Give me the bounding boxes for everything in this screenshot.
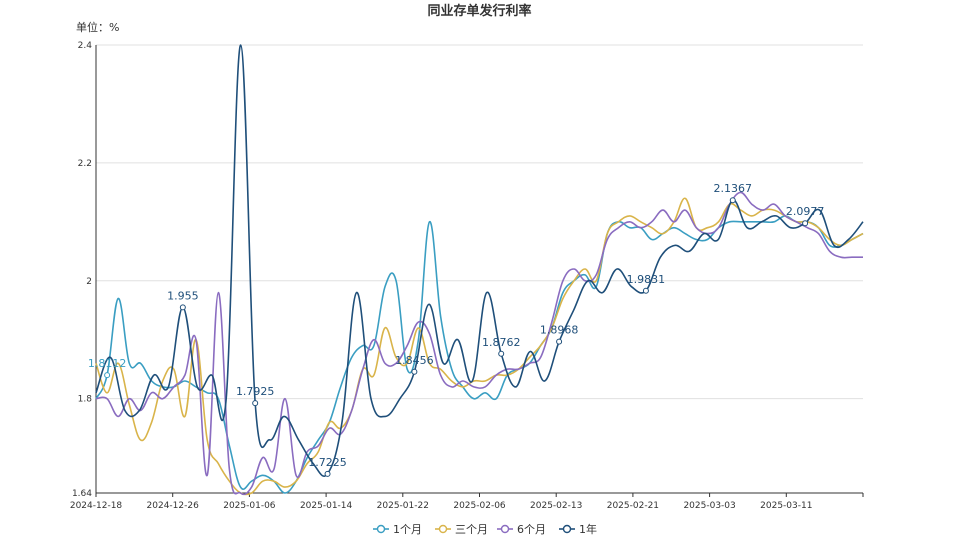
data-label: 2.1367 — [714, 182, 753, 195]
y-tick-label: 2.2 — [78, 159, 92, 169]
annotation-point — [179, 304, 186, 311]
annotation-layer: 1.8112 1.955 1.7925 1.7225 1.8456 1.8762 1.896… — [88, 182, 825, 477]
annotation-point — [729, 197, 736, 204]
chart-title: 同业存单发行利率 — [427, 3, 531, 19]
series-line-3 — [95, 191, 863, 496]
y-tick-label: 2 — [86, 277, 92, 287]
legend-swatch-marker — [438, 524, 448, 534]
annotation-point — [498, 350, 505, 357]
data-label: 1.8456 — [395, 354, 434, 367]
legend-swatch-marker — [500, 524, 510, 534]
annotation-point — [252, 400, 259, 407]
x-tick-label: 2025-02-13 — [530, 501, 582, 511]
legend-label: 1年 — [579, 522, 597, 536]
data-label: 1.955 — [167, 289, 199, 302]
annotation-point — [556, 338, 563, 345]
series-line-4 — [95, 44, 864, 478]
annotation-point — [411, 368, 418, 375]
series-line-2 — [95, 197, 864, 496]
legend-label: 1个月 — [393, 523, 422, 536]
axis-layer: 1.64 1.8 2 2.2 2.4 2024-12-18 2024-12-26 2025-0… — [70, 41, 864, 511]
legend-item-4[interactable]: 1年 — [559, 522, 597, 536]
annotation-point — [642, 287, 649, 294]
x-tick-label: 2024-12-26 — [147, 501, 200, 511]
legend-swatch-marker — [376, 524, 386, 534]
series-layer — [95, 44, 864, 496]
x-tick-label: 2024-12-18 — [70, 501, 123, 511]
data-label: 1.7925 — [236, 385, 275, 398]
legend-label: 三个月 — [455, 523, 488, 536]
legend-label: 6个月 — [517, 523, 546, 536]
legend-item-2[interactable]: 三个月 — [435, 523, 488, 536]
series-line-1 — [95, 215, 864, 494]
unit-label: 单位：% — [76, 20, 119, 34]
legend-swatch-marker — [562, 524, 572, 534]
x-tick-label: 2025-01-06 — [223, 501, 276, 511]
y-tick-label: 2.4 — [78, 41, 93, 51]
data-label: 2.0977 — [786, 205, 825, 218]
x-tick-label: 2025-01-14 — [300, 501, 353, 511]
y-tick-label: 1.64 — [72, 489, 92, 499]
legend-item-1[interactable]: 1个月 — [373, 523, 422, 536]
legend: 1个月 三个月 6个月 1年 — [373, 522, 597, 536]
data-label: 1.7225 — [308, 456, 347, 469]
annotation-point — [324, 470, 331, 477]
x-tick-label: 2025-02-21 — [607, 501, 659, 511]
annotation-point — [104, 372, 111, 379]
data-label: 1.8112 — [88, 357, 127, 370]
x-tick-label: 2025-03-03 — [683, 501, 735, 511]
x-tick-label: 2025-02-06 — [453, 501, 506, 511]
y-tick-label: 1.8 — [78, 395, 93, 405]
data-label: 1.8762 — [482, 336, 521, 349]
legend-item-3[interactable]: 6个月 — [497, 523, 546, 536]
annotation-point — [802, 220, 809, 227]
data-label: 1.9831 — [627, 273, 666, 286]
x-tick-label: 2025-03-11 — [760, 501, 812, 511]
data-label: 1.8968 — [540, 324, 579, 337]
x-tick-label: 2025-01-22 — [377, 501, 429, 511]
grid-layer — [96, 44, 863, 400]
